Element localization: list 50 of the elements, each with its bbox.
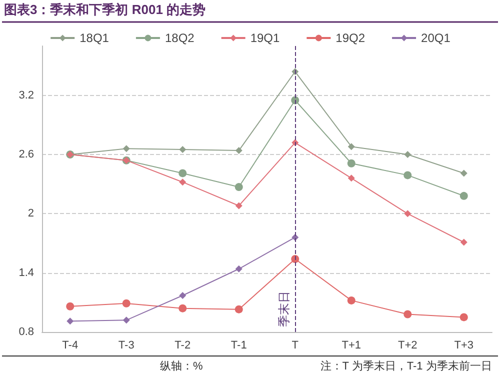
point xyxy=(179,178,186,186)
x-tick-label: T xyxy=(292,340,299,352)
point xyxy=(460,170,468,177)
text: 纵轴：% xyxy=(160,360,203,372)
x-tick-label: T-4 xyxy=(62,340,78,352)
point xyxy=(347,296,356,304)
point xyxy=(404,210,412,218)
point xyxy=(122,145,130,152)
point xyxy=(348,174,355,182)
point xyxy=(291,255,300,264)
legend-label: 18Q1 xyxy=(80,31,110,45)
point xyxy=(179,292,186,300)
x-tick-label: T-1 xyxy=(230,340,247,352)
point xyxy=(235,147,242,154)
point xyxy=(404,150,412,158)
x-tick-label: T-3 xyxy=(118,340,134,352)
point xyxy=(66,302,74,310)
text: 注：T 为季末日，T-1 为季末前一日 xyxy=(320,360,492,372)
legend-label: 18Q2 xyxy=(164,31,195,45)
x-tick-label: T+3 xyxy=(454,340,474,352)
point xyxy=(234,305,243,314)
point xyxy=(179,146,186,154)
y-tick-label: 2.6 xyxy=(18,148,34,160)
point xyxy=(348,143,355,150)
x-tick-label: T-2 xyxy=(174,340,191,352)
legend-label: 19Q2 xyxy=(336,31,366,45)
point xyxy=(235,265,242,272)
point xyxy=(122,316,130,324)
y-tick-label: 2 xyxy=(28,208,34,220)
chart-title: 图表3：季末和下季初 R001 的走势 xyxy=(4,2,206,17)
point xyxy=(235,202,242,210)
point xyxy=(460,192,468,200)
y-tick-label: 0.8 xyxy=(18,326,34,338)
point xyxy=(122,299,130,308)
point xyxy=(460,238,468,246)
point xyxy=(460,313,468,322)
y-tick-label: 3.2 xyxy=(18,89,34,102)
x-tick-label: T+2 xyxy=(398,340,418,352)
point xyxy=(347,159,356,168)
point xyxy=(404,310,412,318)
point xyxy=(178,304,187,312)
point xyxy=(404,171,412,180)
ref-line-label: 季末日 xyxy=(277,291,292,327)
point xyxy=(178,169,187,178)
point xyxy=(66,318,74,325)
legend-label: 19Q1 xyxy=(250,31,280,45)
y-tick-label: 1.4 xyxy=(18,266,34,279)
legend-label: 20Q1 xyxy=(421,31,451,45)
x-tick-label: T+1 xyxy=(342,340,362,352)
point xyxy=(234,183,243,192)
